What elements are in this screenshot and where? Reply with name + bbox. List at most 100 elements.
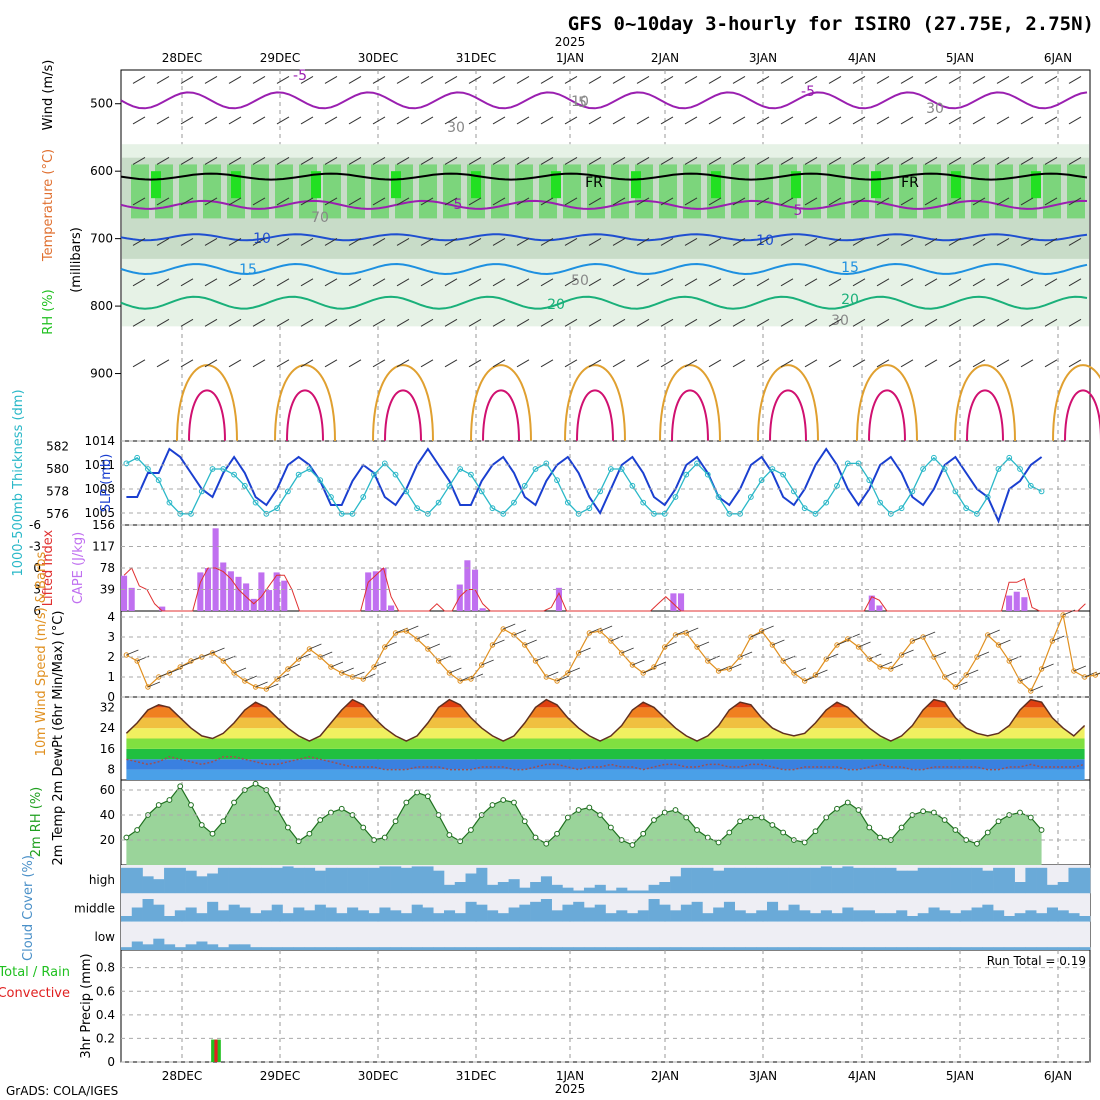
wind-barb xyxy=(180,157,194,165)
wind-speed-point xyxy=(489,642,496,648)
cloud-bar-middle xyxy=(1057,910,1069,922)
contour-label: 30 xyxy=(447,120,465,136)
wind-speed-point xyxy=(177,664,183,670)
cloud-bar-middle xyxy=(271,904,283,922)
cloud-bar-middle xyxy=(788,904,800,922)
cape-bar xyxy=(265,590,273,611)
lifted-tick-label: 0 xyxy=(33,561,41,575)
rh-tick-label: 40 xyxy=(100,808,115,822)
wind-barb xyxy=(900,318,914,327)
wind-barb xyxy=(972,197,986,206)
surface-wind-barb xyxy=(879,661,893,668)
wind-barb xyxy=(468,237,482,246)
wind-barb xyxy=(804,359,818,368)
wind-speed-point xyxy=(1049,638,1056,644)
wind-speed-point xyxy=(145,684,151,690)
wind-barb xyxy=(372,197,386,206)
wind-barb xyxy=(828,237,842,246)
wind-barb xyxy=(708,359,722,368)
wind-barb xyxy=(540,116,554,125)
rh-point xyxy=(381,834,388,841)
thickness-point xyxy=(274,505,281,512)
wind-tick-label: 2 xyxy=(107,650,115,664)
thickness-point xyxy=(694,460,700,467)
cloud-bar-low xyxy=(1079,947,1091,950)
rh-shade-bright xyxy=(1031,171,1041,199)
wind-barb xyxy=(660,157,674,165)
wind-barb xyxy=(780,197,794,206)
cloud-bar-low xyxy=(594,947,606,950)
surface-wind-barb xyxy=(524,639,537,646)
rh-ylabel: 2m RH (%) xyxy=(29,787,44,858)
cloud-bar-middle xyxy=(293,907,305,922)
wind-speed-point xyxy=(382,644,388,650)
cloud-bar-low xyxy=(174,947,186,950)
rh-shade-green xyxy=(659,164,677,219)
cloud-bar-middle xyxy=(616,910,628,922)
dewpoint-line xyxy=(126,755,1085,771)
cloud-bar-low xyxy=(368,947,380,950)
thickness-point xyxy=(392,471,399,478)
thickness-point xyxy=(672,494,679,500)
cloud-bar-high xyxy=(896,870,908,894)
wind-speed-point xyxy=(618,650,625,656)
cloud-bar-low xyxy=(465,947,477,950)
wind-barb xyxy=(372,116,386,125)
rh-shade-bright xyxy=(871,171,881,199)
cloud-bar-middle xyxy=(702,913,714,922)
top-date-tick: 6JAN xyxy=(1044,51,1072,65)
cloud-bar-middle xyxy=(767,901,779,922)
surface-wind-barb xyxy=(1095,672,1100,676)
wind-barb xyxy=(348,157,362,165)
wind-barb xyxy=(876,76,890,84)
cloud-bar-low xyxy=(627,947,639,950)
surface-wind-barb xyxy=(546,671,559,678)
wind-barb xyxy=(948,157,962,165)
rh-point xyxy=(607,824,614,831)
surface-wind-barb xyxy=(761,625,774,632)
rh-shade-green xyxy=(347,164,365,219)
wind-barb xyxy=(372,359,386,368)
surface-wind-barb xyxy=(826,653,839,660)
cloud-bar-middle xyxy=(583,907,596,922)
wind-barb xyxy=(828,76,842,84)
wind-speed-point xyxy=(769,642,776,648)
temp-band xyxy=(126,748,1085,760)
thickness-point xyxy=(715,494,722,500)
wind-barb xyxy=(708,116,722,125)
bottom-date-tick: 30DEC xyxy=(358,1069,398,1083)
wind-barb xyxy=(588,278,602,287)
wind-barb xyxy=(516,157,530,165)
cloud-bar-middle xyxy=(357,910,369,922)
hot-contour xyxy=(188,389,226,442)
wind-speed-point xyxy=(425,646,431,652)
cloud-bar-high xyxy=(594,884,606,894)
wind-barb xyxy=(972,278,986,287)
surface-wind-barb xyxy=(481,659,494,666)
wind-barb xyxy=(420,197,434,206)
top-date-tick: 29DEC xyxy=(260,51,300,65)
rh-shade-green xyxy=(179,164,197,219)
wind-speed-point xyxy=(1017,678,1023,684)
slp-tick-label: 1008 xyxy=(84,482,115,496)
cape-bar xyxy=(258,572,265,611)
wind-barb xyxy=(924,157,938,165)
wind-barb xyxy=(948,278,962,287)
wind-speed-point xyxy=(446,670,453,676)
cloud-bar-low xyxy=(756,947,768,950)
cloud-bar-high xyxy=(400,867,412,894)
wind-barb xyxy=(420,116,434,125)
wind-barb xyxy=(252,237,266,246)
wind-barb xyxy=(732,278,746,287)
rh-shade-green xyxy=(827,164,845,219)
cloud-bar-high xyxy=(810,867,822,894)
cloud-bar-high xyxy=(691,867,703,894)
wind-speed-point xyxy=(705,658,711,664)
wind-barb xyxy=(372,278,386,287)
cloud-bar-middle xyxy=(347,907,359,922)
panel-frame-precip xyxy=(120,949,1091,1063)
surface-wind-barb xyxy=(696,641,710,648)
cloud-bar-middle xyxy=(885,913,897,922)
wind-speed-point xyxy=(662,644,668,650)
rh-point xyxy=(231,799,237,806)
